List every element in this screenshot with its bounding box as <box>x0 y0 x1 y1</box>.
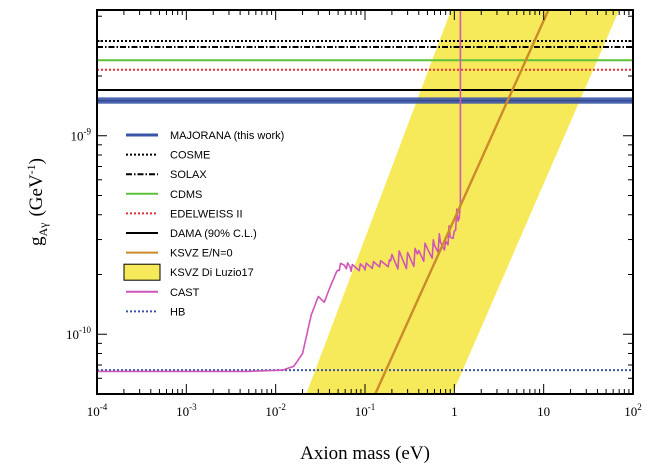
legend-label-majorana-this-work: MAJORANA (this work) <box>170 130 284 142</box>
x-tick-label: 10-2 <box>265 402 286 419</box>
legend-label-solax: SOLAX <box>170 169 207 181</box>
y-axis-unit: (GeV <box>26 174 47 216</box>
x-tick-label: 10-3 <box>176 402 197 419</box>
y-tick-label: 10-10 <box>66 325 91 342</box>
y-axis-unit-close: ) <box>26 158 47 164</box>
legend-label-cdms: CDMS <box>170 189 202 201</box>
y-axis-title: gAγ (GeV-1) <box>24 158 50 246</box>
legend-label-ksvz-e-n-0: KSVZ E/N=0 <box>170 248 233 260</box>
legend-label-dama-90-c-l: DAMA (90% C.L.) <box>170 228 257 240</box>
legend-label-cast: CAST <box>170 287 200 299</box>
x-tick-label: 10-4 <box>87 402 108 419</box>
plot-frame <box>96 9 634 395</box>
x-tick-label: 1 <box>451 404 458 419</box>
series-ksvz-e-n-0-line <box>374 10 550 394</box>
x-tick-label: 10 <box>537 404 550 419</box>
legend-label-edelweiss-ii: EDELWEISS II <box>170 208 243 220</box>
y-axis-symbol: g <box>26 236 47 246</box>
legend-label-cosme: COSME <box>170 150 210 162</box>
svg-text:gAγ(GeV-1): gAγ (GeV-1) <box>24 158 50 246</box>
x-axis-title: Axion mass (eV) <box>300 443 430 464</box>
y-axis-unit-exponent: -1 <box>24 164 38 174</box>
legend-label-ksvz-di-luzio17: KSVZ Di Luzio17 <box>170 267 254 279</box>
series-cast-line <box>97 10 462 373</box>
y-tick-label: 10-9 <box>71 127 92 144</box>
y-axis-subscript: Aγ <box>36 222 50 237</box>
x-tick-label: 10-1 <box>355 402 376 419</box>
legend-label-hb: HB <box>170 306 185 318</box>
legend-swatch-ksvz-di-luzio17 <box>123 263 161 281</box>
x-tick-label: 102 <box>624 402 642 419</box>
